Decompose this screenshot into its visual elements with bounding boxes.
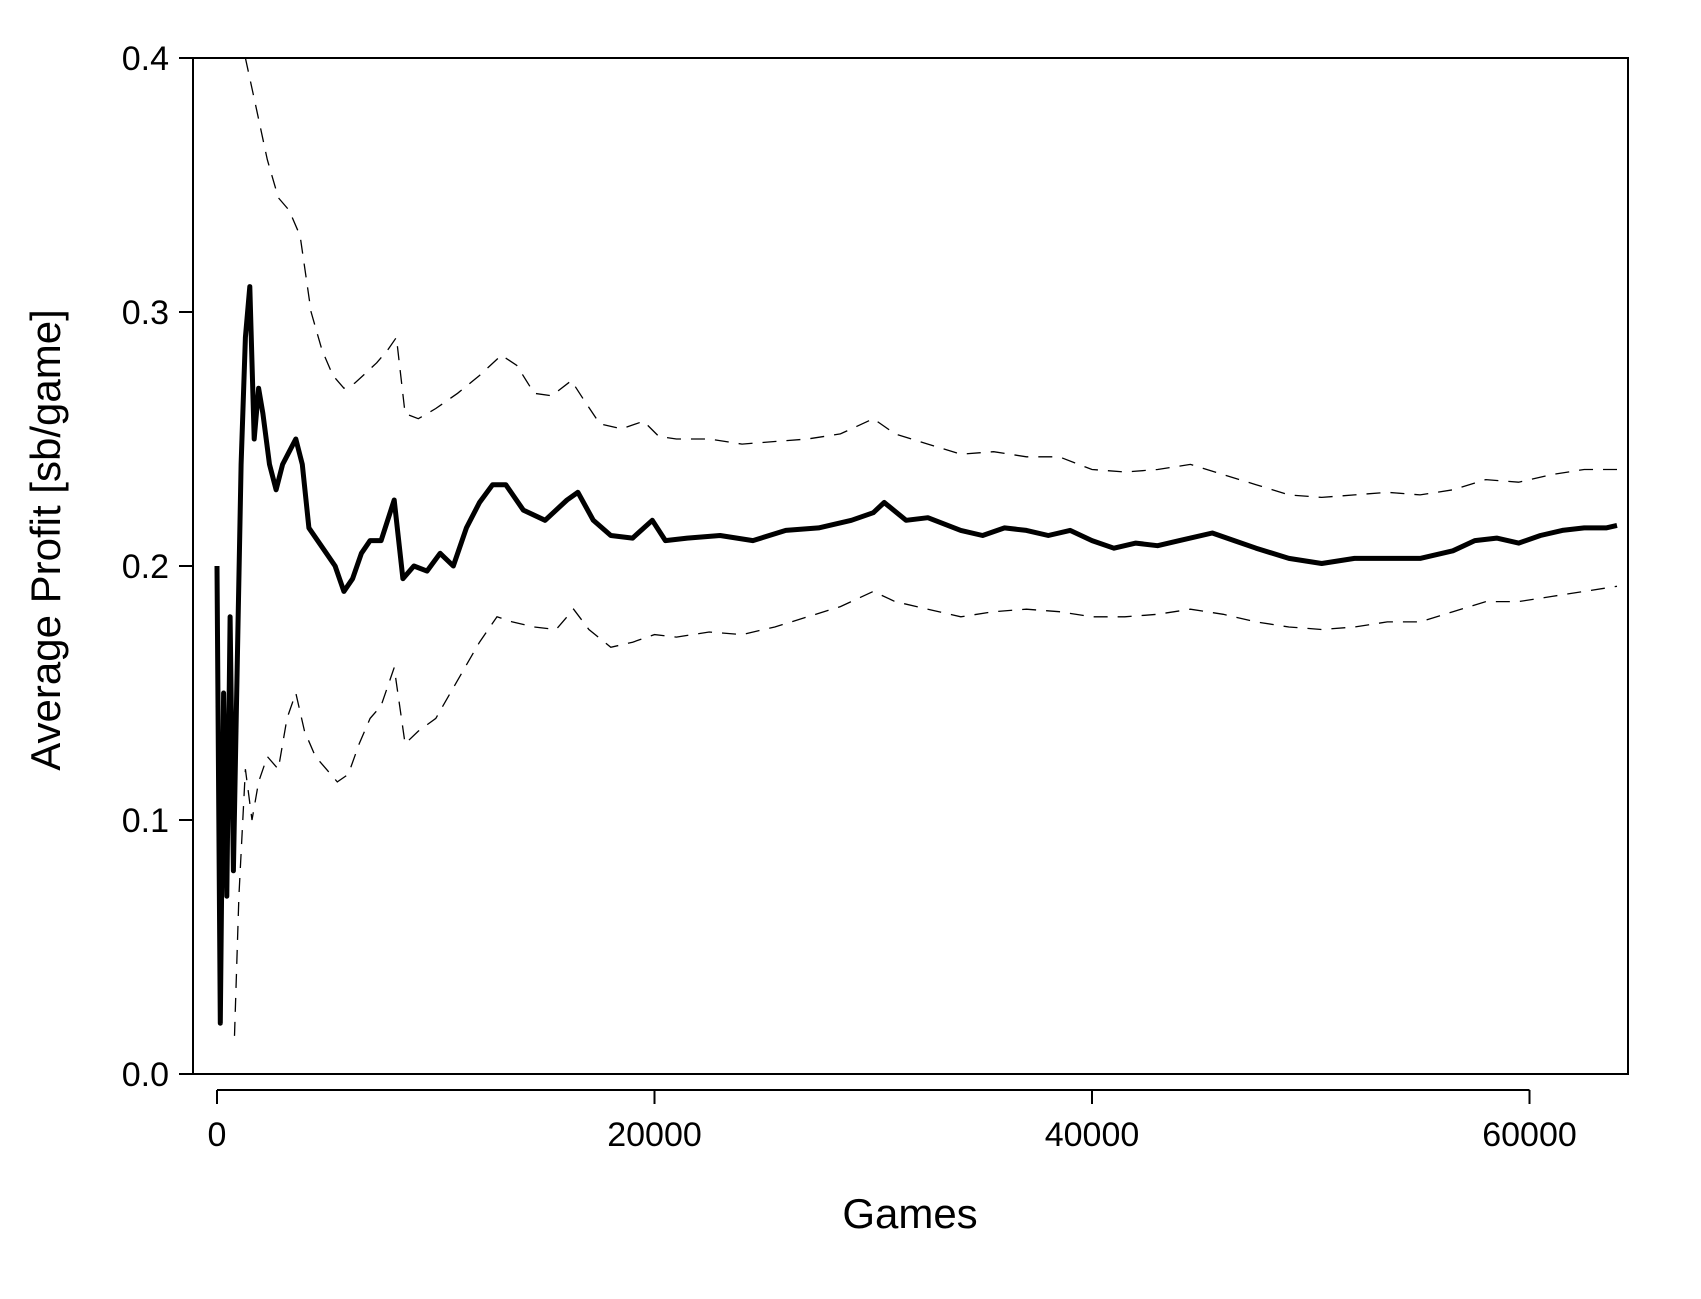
y-tick-label: 0.2	[122, 548, 169, 586]
y-tick-label: 0.0	[122, 1056, 169, 1094]
x-tick-label: 0	[208, 1116, 227, 1154]
lower-bound-dashed-line	[233, 585, 1618, 1036]
y-tick-label: 0.3	[122, 294, 169, 332]
y-axis-title: Average Profit [sb/game]	[22, 309, 69, 770]
y-tick-label: 0.1	[122, 802, 169, 840]
average-profit-line	[214, 284, 1618, 1026]
x-tick-label: 60000	[1482, 1116, 1577, 1154]
upper-bound-dashed-line	[244, 57, 1617, 499]
x-tick-label: 20000	[607, 1116, 702, 1154]
plot-frame	[192, 57, 1629, 1075]
y-tick-label: 0.4	[122, 40, 169, 78]
series-layer	[214, 57, 1618, 1036]
x-axis: 0 20000 40000 60000	[208, 1089, 1577, 1154]
y-axis: 0.0 0.1 0.2 0.3 0.4	[122, 40, 193, 1094]
x-tick-label: 40000	[1045, 1116, 1140, 1154]
x-axis-title: Games	[842, 1190, 977, 1237]
